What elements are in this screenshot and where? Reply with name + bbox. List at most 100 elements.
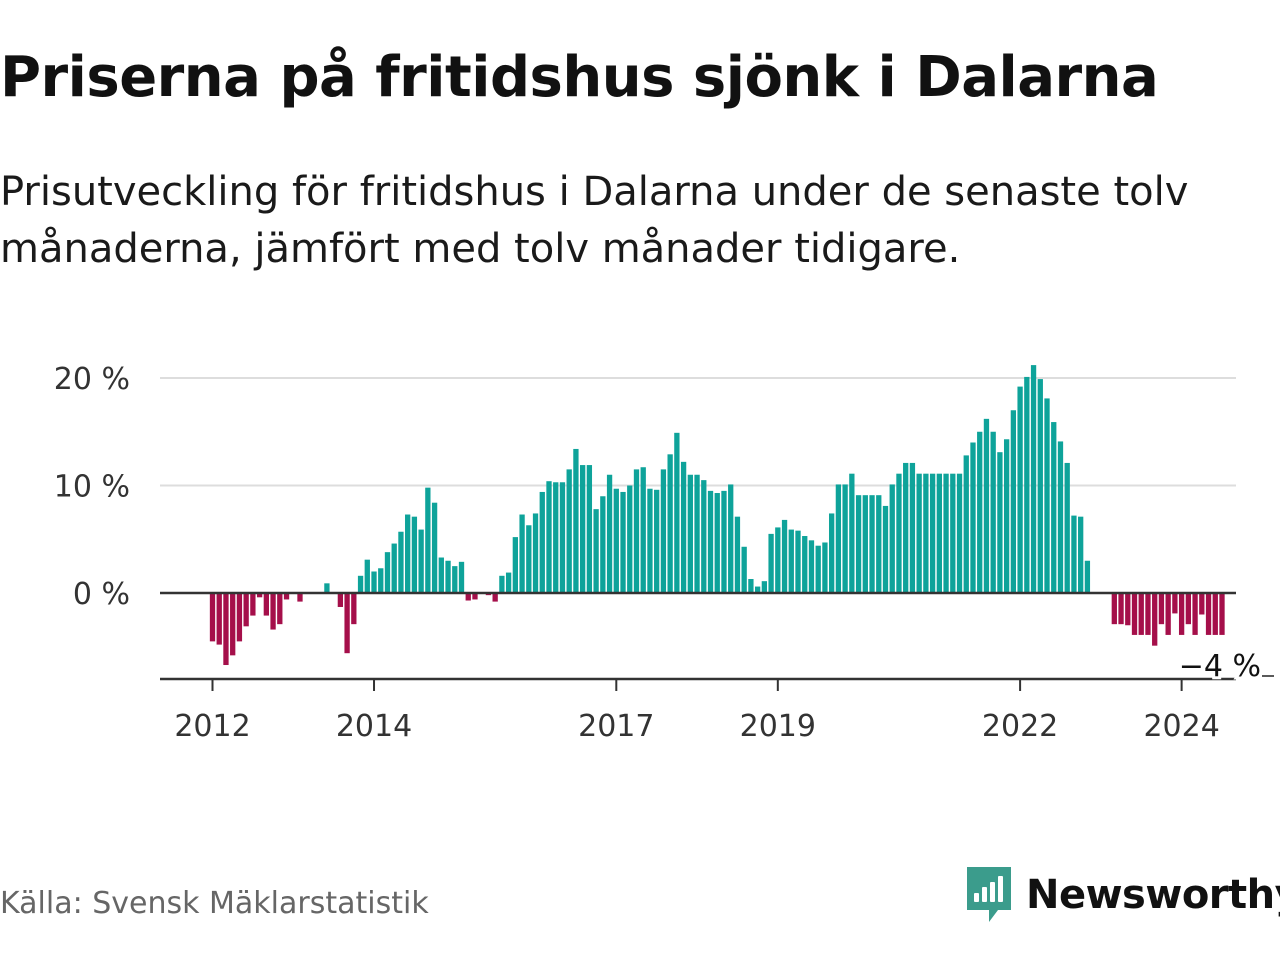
bar [862,495,868,593]
bar [1118,593,1124,625]
bar [553,482,559,593]
bar [405,514,411,593]
bar [970,442,976,593]
bar [600,496,606,593]
bar [236,593,243,642]
x-tick-label: 2014 [336,709,412,744]
bar [539,491,545,593]
bar [855,495,862,593]
bar [465,593,471,601]
y-axis-ticks: 0 % 10 % 20 % [54,362,130,612]
bar [1178,593,1185,635]
bar [869,495,875,593]
bar [654,489,660,593]
newsworthy-logo-icon [967,867,1011,922]
bar [532,513,539,593]
bar [256,593,263,598]
bar [714,493,720,593]
bar [613,488,619,593]
bar [640,467,646,593]
bar [748,579,754,593]
bar [1165,593,1171,635]
y-tick-label: 0 % [73,577,130,612]
bar [1205,593,1212,635]
last-value-label: −4 % [1179,649,1261,684]
bar [950,473,956,593]
bar [835,484,842,593]
bar [909,462,916,593]
bar [1131,593,1138,635]
bar [1010,410,1017,593]
bar [391,543,397,593]
bar [1158,593,1165,625]
bar [936,473,942,593]
bar [586,465,593,593]
bar [728,484,734,593]
bar [660,469,667,594]
bar [707,490,714,594]
bar [1172,593,1178,614]
bar [876,495,882,593]
bar [754,586,761,593]
bar [990,431,996,593]
y-tick-label: 10 % [54,470,130,505]
bar [923,473,929,593]
bar [997,452,1003,593]
bar [963,455,969,593]
bar [1057,441,1064,593]
bar [357,575,364,593]
bar [438,557,444,593]
bar [1017,386,1023,593]
bar [1111,593,1117,625]
bar [694,474,700,593]
bar [929,473,936,593]
bar [1199,593,1205,615]
x-axis-ticks: 2012 2014 2017 2019 2022 2024 [174,679,1220,744]
bar [337,593,344,607]
bar [230,593,236,656]
chart-title: Priserna på fritidshus sjönk i Dalarna [0,45,1159,110]
bar [364,559,370,593]
bar [458,561,465,593]
bar [1024,376,1030,593]
bar [243,593,249,627]
bar [916,473,922,593]
bar [1084,560,1091,593]
bar [606,474,613,593]
bar [250,593,256,616]
bar [822,542,828,593]
bar [452,566,458,594]
bar [882,505,889,593]
bar [546,481,552,593]
bar [1037,379,1043,593]
bar [324,583,330,593]
bar [849,473,855,593]
bar [808,540,815,593]
bar [1212,593,1218,635]
brand-name: Newsworthy [1026,872,1280,918]
y-tick-label: 20 % [54,362,130,397]
bar [223,593,229,666]
bar [943,473,949,593]
bar [263,593,269,616]
bar [384,552,391,593]
bar [351,593,357,625]
bar [1030,365,1037,593]
bar [297,593,303,602]
bar [620,491,626,593]
x-tick-label: 2019 [740,709,816,744]
bar [1145,593,1151,635]
gridlines [160,377,1236,487]
bar [977,431,983,593]
bar [1003,439,1010,593]
bar [505,572,512,593]
bar [526,525,532,593]
bar [680,461,687,593]
bar [1125,593,1131,626]
bar [216,593,222,645]
bar [593,509,599,593]
bar [829,513,835,593]
bar [1152,593,1158,646]
source-note: Källa: Svensk Mäklarstatistik [0,886,429,921]
bar [1071,515,1077,593]
